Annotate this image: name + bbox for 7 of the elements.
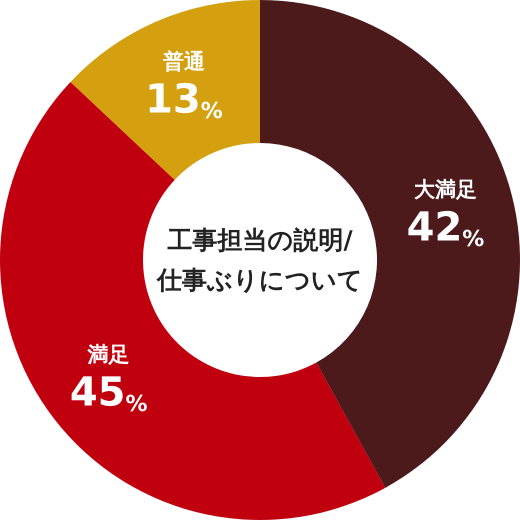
- data-label: 42%: [406, 204, 484, 252]
- text: 工事担当の説明/ 仕事ぶりについて: [156, 226, 363, 294]
- slice-label: 普通: [162, 49, 205, 74]
- slice-label: 満足: [86, 342, 130, 366]
- slice-label: 大満足: [414, 177, 477, 202]
- data-label: 45%: [70, 369, 148, 417]
- data-label: 13%: [145, 76, 223, 124]
